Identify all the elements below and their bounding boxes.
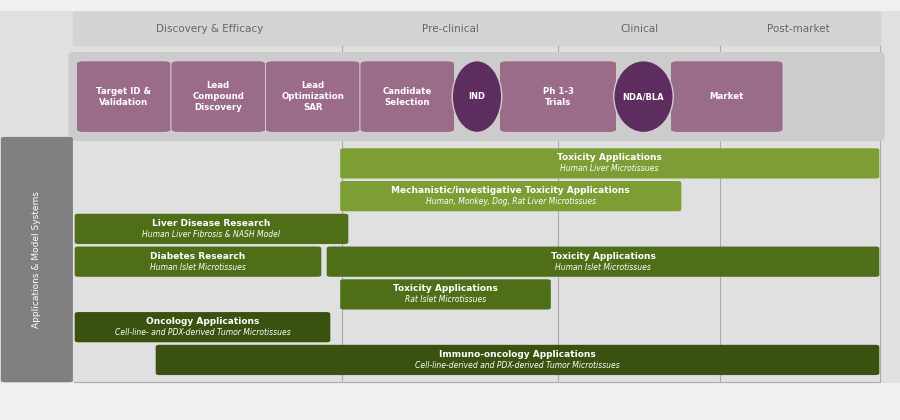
Text: Oncology Applications: Oncology Applications [146, 317, 259, 326]
FancyBboxPatch shape [360, 61, 454, 132]
Text: Mechanistic/investigative Toxicity Applications: Mechanistic/investigative Toxicity Appli… [392, 186, 630, 195]
Ellipse shape [614, 60, 673, 132]
Text: Pre-clinical: Pre-clinical [421, 24, 479, 34]
FancyBboxPatch shape [75, 214, 348, 244]
Text: Discovery & Efficacy: Discovery & Efficacy [156, 24, 263, 34]
FancyBboxPatch shape [670, 61, 783, 132]
Text: Human Islet Microtissues: Human Islet Microtissues [150, 262, 246, 272]
FancyBboxPatch shape [1, 137, 73, 382]
Text: Human Liver Microtissues: Human Liver Microtissues [561, 164, 659, 173]
FancyBboxPatch shape [75, 312, 330, 342]
Text: Toxicity Applications: Toxicity Applications [551, 252, 655, 261]
Ellipse shape [452, 60, 502, 132]
Text: Diabetes Research: Diabetes Research [150, 252, 246, 261]
FancyBboxPatch shape [171, 61, 266, 132]
Text: Rat Islet Microtissues: Rat Islet Microtissues [405, 295, 486, 304]
Text: Human Islet Microtissues: Human Islet Microtissues [555, 262, 651, 272]
FancyBboxPatch shape [716, 11, 881, 47]
Text: NDA/BLA: NDA/BLA [623, 92, 664, 101]
FancyBboxPatch shape [340, 181, 681, 211]
Text: Clinical: Clinical [620, 24, 658, 34]
Text: Cell-line- and PDX-derived Tumor Microtissues: Cell-line- and PDX-derived Tumor Microti… [114, 328, 291, 337]
Text: IND: IND [469, 92, 485, 101]
Text: Target ID &
Validation: Target ID & Validation [96, 87, 151, 107]
Text: Human Liver Fibrosis & NASH Model: Human Liver Fibrosis & NASH Model [142, 230, 281, 239]
Text: Candidate
Selection: Candidate Selection [382, 87, 432, 107]
FancyBboxPatch shape [500, 61, 616, 132]
FancyBboxPatch shape [340, 148, 879, 178]
Text: Ph 1-3
Trials: Ph 1-3 Trials [543, 87, 573, 107]
Text: Toxicity Applications: Toxicity Applications [557, 153, 662, 163]
FancyBboxPatch shape [156, 345, 879, 375]
Text: Toxicity Applications: Toxicity Applications [393, 284, 498, 294]
Text: Cell-line-derived and PDX-derived Tumor Microtissues: Cell-line-derived and PDX-derived Tumor … [415, 361, 620, 370]
FancyBboxPatch shape [73, 11, 346, 47]
FancyBboxPatch shape [76, 61, 171, 132]
FancyBboxPatch shape [340, 279, 551, 310]
FancyBboxPatch shape [68, 52, 885, 141]
Text: Immuno-oncology Applications: Immuno-oncology Applications [439, 350, 596, 359]
Text: Lead
Optimization
SAR: Lead Optimization SAR [282, 81, 344, 112]
FancyBboxPatch shape [338, 11, 562, 47]
FancyBboxPatch shape [75, 247, 321, 277]
Text: Human, Monkey, Dog, Rat Liver Microtissues: Human, Monkey, Dog, Rat Liver Microtissu… [426, 197, 596, 206]
FancyBboxPatch shape [0, 10, 900, 383]
Text: Post-market: Post-market [768, 24, 830, 34]
FancyBboxPatch shape [327, 247, 879, 277]
FancyBboxPatch shape [266, 61, 360, 132]
Text: Lead
Compound
Discovery: Lead Compound Discovery [193, 81, 244, 112]
Text: Market: Market [709, 92, 744, 101]
Text: Liver Disease Research: Liver Disease Research [152, 219, 271, 228]
Text: Applications & Model Systems: Applications & Model Systems [32, 191, 41, 328]
FancyBboxPatch shape [554, 11, 724, 47]
